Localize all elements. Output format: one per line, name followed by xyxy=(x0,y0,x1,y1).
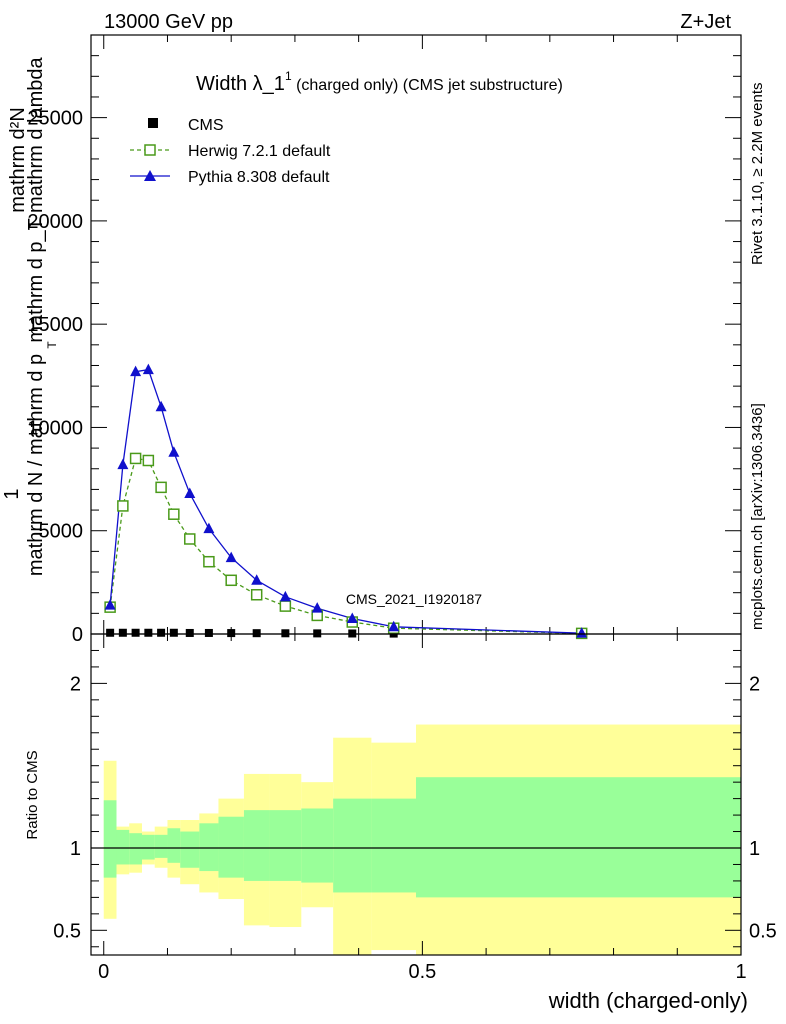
data-point-series-1 xyxy=(225,574,237,587)
legend-marker-cms xyxy=(148,118,158,128)
y-label-denominator-upper: mathrm d p_T mathrm d lambda xyxy=(25,56,47,342)
y-label-denominator: mathrm d N / mathrm d p xyxy=(25,354,47,576)
ratio-stat-band xyxy=(371,798,416,893)
y-label-numerator-upper: mathrm d²N xyxy=(7,107,29,213)
legend-marker-pythia xyxy=(144,170,156,181)
data-point-series-2 xyxy=(203,522,215,534)
ratio-y-tick-label: 1 xyxy=(70,838,81,860)
legend-label-cms: CMS xyxy=(188,117,224,134)
data-point-series-2 xyxy=(279,590,291,602)
plot-title: Width λ_11 (charged only) (CMS jet subst… xyxy=(196,69,563,95)
mcplots-credit-label: mcplots.cern.ch [arXiv:1306.3436] xyxy=(749,403,766,630)
y-label-subscript: T xyxy=(45,341,59,349)
ratio-stat-band xyxy=(333,798,372,893)
legend: CMS Herwig 7.2.1 default Pythia 8.308 de… xyxy=(130,117,331,186)
process-label: Z+Jet xyxy=(680,11,731,33)
data-point-series-2 xyxy=(251,574,263,585)
y-tick-label: 25000 xyxy=(27,108,83,130)
ratio-y-tick-label: 2 xyxy=(70,673,81,695)
data-point-series-2 xyxy=(155,400,167,412)
x-axis-label: width (charged-only) xyxy=(548,988,748,1013)
data-point-series-2 xyxy=(311,602,323,613)
data-point-series-2 xyxy=(576,627,588,638)
data-point-series-1 xyxy=(203,555,215,568)
ratio-y-tick-label: 0.5 xyxy=(53,920,81,942)
y-label-one: 1 xyxy=(1,488,23,499)
data-point-series-2 xyxy=(346,612,358,624)
ratio-stat-band xyxy=(301,808,334,883)
legend-label-pythia: Pythia 8.308 default xyxy=(188,169,330,186)
ratio-plot-frame xyxy=(90,633,742,956)
ratio-y-tick-label-right: 0.5 xyxy=(749,920,777,942)
data-point-series-1 xyxy=(117,500,129,512)
ratio-stat-band xyxy=(129,833,142,865)
data-point-series-0 xyxy=(118,628,127,637)
ratio-stat-band xyxy=(180,831,200,868)
ratio-stat-band xyxy=(416,777,741,898)
data-point-series-0 xyxy=(106,628,115,637)
ratio-stat-band xyxy=(199,823,219,872)
data-point-series-2 xyxy=(388,620,400,632)
data-point-series-2 xyxy=(130,365,142,377)
data-point-series-2 xyxy=(225,551,237,563)
data-point-series-1 xyxy=(250,589,263,601)
data-point-series-0 xyxy=(131,628,140,637)
data-point-series-2 xyxy=(184,487,196,499)
x-tick-label: 0 xyxy=(98,961,109,983)
series-line-1 xyxy=(109,457,582,635)
watermark-analysis-id: CMS_2021_I1920187 xyxy=(346,591,482,607)
y-tick-label: 5000 xyxy=(39,521,84,543)
y-tick-label: 20000 xyxy=(27,211,83,233)
ratio-y-tick-label-right: 2 xyxy=(749,673,760,695)
rivet-version-label: Rivet 3.1.10, ≥ 2.2M events xyxy=(749,83,766,266)
ratio-stat-band xyxy=(103,800,117,878)
y-axis-label: mathrm d²N mathrm d p_T mathrm d lambda … xyxy=(1,56,59,576)
data-point-series-2 xyxy=(168,446,180,457)
ratio-stat-band xyxy=(269,810,302,881)
energy-label: 13000 GeV pp xyxy=(104,11,233,33)
ratio-stat-band xyxy=(154,834,168,858)
main-plot-panel: 0 5000 10000 15000 20000 25000 Width λ_11 (ch… xyxy=(1,34,742,646)
data-point-series-1 xyxy=(168,508,180,520)
data-point-series-0 xyxy=(281,629,290,638)
data-point-series-0 xyxy=(252,629,261,638)
ratio-y-tick-label-right: 1 xyxy=(749,838,760,860)
ratio-stat-band xyxy=(167,828,181,863)
data-point-series-1 xyxy=(184,533,196,545)
data-point-series-0 xyxy=(185,628,194,637)
data-point-series-1 xyxy=(142,454,155,467)
ratio-stat-band xyxy=(141,834,155,860)
data-point-series-2 xyxy=(117,458,129,470)
ratio-y-axis-label: Ratio to CMS xyxy=(24,750,41,839)
ratio-panel: 0.5 0.51 12 20 0.5 1 Ratio to CMS width (char… xyxy=(24,633,777,1013)
data-point-series-1 xyxy=(129,452,142,465)
data-point-series-0 xyxy=(313,629,322,638)
y-tick-label: 0 xyxy=(72,624,83,646)
x-tick-label: 1 xyxy=(735,961,746,983)
ratio-stat-band xyxy=(116,829,130,865)
data-point-series-0 xyxy=(204,628,213,637)
data-point-series-0 xyxy=(169,628,178,637)
data-point-series-0 xyxy=(227,629,236,638)
legend-label-herwig: Herwig 7.2.1 default xyxy=(188,143,331,160)
legend-marker-herwig xyxy=(144,144,156,156)
ratio-stat-band xyxy=(218,816,244,878)
data-point-series-2 xyxy=(142,363,154,375)
y-tick-label: 10000 xyxy=(27,417,83,439)
y-tick-label: 15000 xyxy=(27,314,83,336)
data-point-series-0 xyxy=(157,628,166,637)
x-tick-label: 0.5 xyxy=(408,961,436,983)
ratio-stat-band xyxy=(243,810,270,881)
data-point-series-1 xyxy=(279,600,292,612)
data-point-series-0 xyxy=(144,628,153,637)
data-point-series-2 xyxy=(104,599,116,610)
data-point-series-1 xyxy=(155,481,167,494)
